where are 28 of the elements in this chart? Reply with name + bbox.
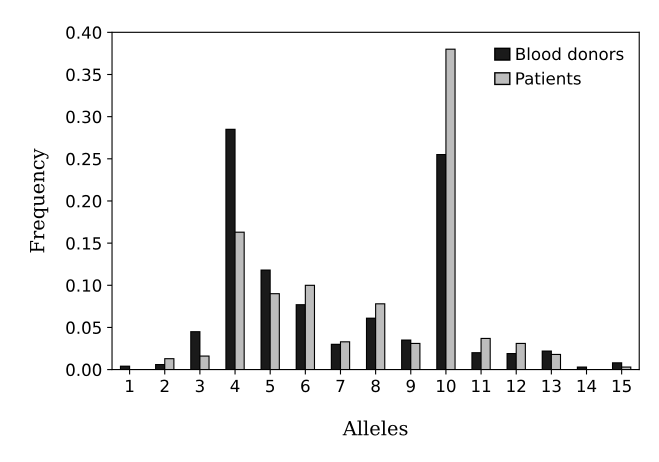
x-tick-label: 14 [578, 380, 596, 392]
y-tick-label: 0.05 [66, 321, 101, 334]
y-tick-label: 0.30 [66, 110, 102, 124]
y-tick-label: 0.40 [66, 26, 102, 39]
x-tick-label: 5 [266, 380, 274, 392]
x-tick-label: 13 [542, 380, 561, 392]
x-tick-label: 9 [406, 380, 415, 392]
x-tick-label: 12 [507, 380, 526, 392]
x-tick-label: 4 [230, 380, 240, 392]
x-tick-label: 10 [437, 380, 456, 392]
x-tick-label: 7 [336, 380, 344, 392]
x-tick-label: 2 [160, 380, 168, 392]
y-tick-label: 0.25 [66, 152, 101, 166]
y-axis-title: Frequency [30, 148, 49, 252]
legend-label: Patients [516, 72, 581, 85]
x-tick-label: 11 [472, 380, 490, 392]
x-axis-title: Alleles [342, 420, 408, 436]
y-tick-label: 0.00 [66, 364, 102, 376]
x-tick-label: 15 [612, 380, 631, 392]
x-tick-label: 6 [301, 380, 310, 392]
legend-label: Blood donors [516, 47, 624, 60]
y-tick-label: 0.10 [66, 279, 102, 292]
y-tick-label: 0.35 [66, 68, 101, 82]
x-tick-label: 1 [126, 380, 134, 392]
x-tick-label: 8 [371, 380, 380, 392]
x-tick-label: 3 [196, 380, 204, 392]
y-tick-label: 0.20 [66, 194, 102, 208]
y-tick-label: 0.15 [66, 237, 101, 250]
